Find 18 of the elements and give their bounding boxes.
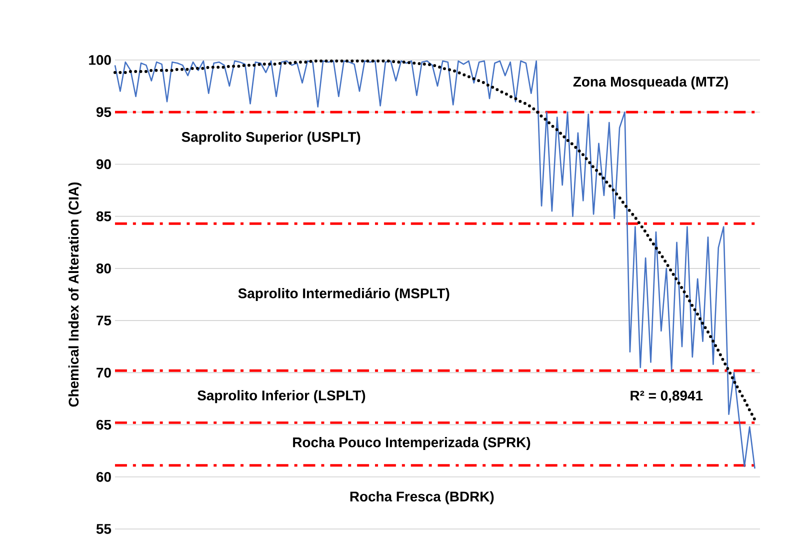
y-tick-label: 85 [96, 211, 112, 222]
annotation: Zona Mosqueada (MTZ) [573, 76, 728, 90]
y-tick-label: 80 [96, 263, 111, 274]
y-tick-label: 65 [96, 420, 112, 430]
annotation: Saprolito Inferior (LSPLT) [198, 390, 366, 404]
y-axis-title: Chemical Index of Alteration (CIA) [68, 182, 82, 407]
y-tick-label: 55 [96, 524, 112, 534]
annotation: Saprolito Superior (USPLT) [182, 132, 360, 145]
y-tick-label: 60 [96, 472, 111, 482]
annotation: R² = 0,8941 [630, 390, 703, 403]
y-tick-label: 100 [89, 55, 111, 65]
y-tick-label: 70 [96, 368, 111, 378]
annotation: Rocha Pouco Intemperizada (SPRK) [293, 437, 530, 450]
annotation: Rocha Fresca (BDRK) [350, 491, 494, 504]
y-tick-label: 75 [96, 316, 112, 326]
annotation: Saprolito Intermediário (MSPLT) [238, 288, 450, 302]
y-tick-label: 95 [96, 107, 112, 118]
y-tick-label: 90 [96, 159, 111, 170]
